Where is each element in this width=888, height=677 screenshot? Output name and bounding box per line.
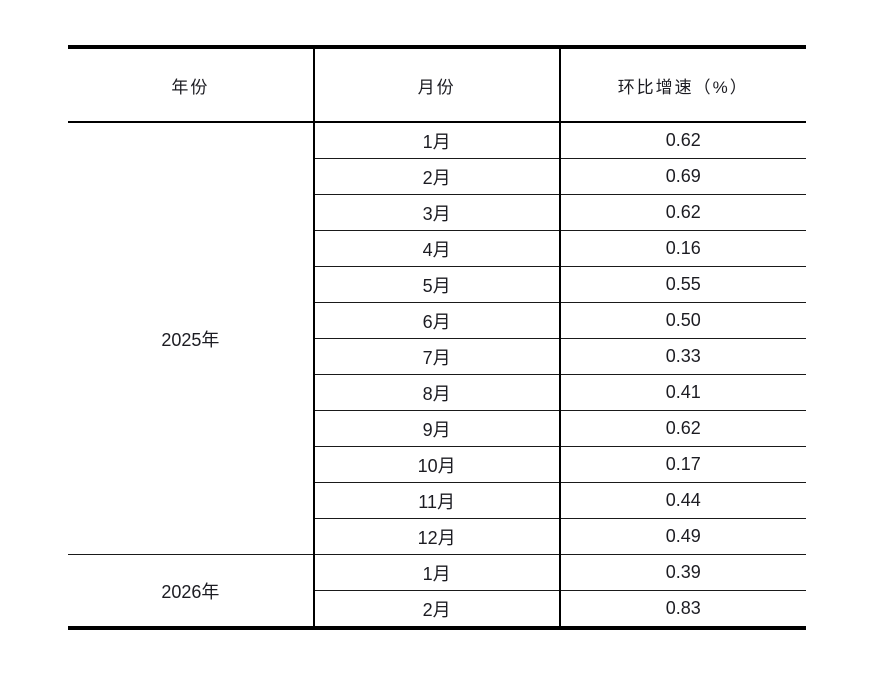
month-cell: 8月: [312, 374, 560, 411]
table-row: 7月 0.33: [68, 338, 806, 375]
value-cell: 0.62: [558, 122, 806, 159]
month-cell: 12月: [312, 518, 560, 555]
header-growth: 环比增速（%）: [558, 47, 806, 123]
table-row: 8月 0.41: [68, 374, 806, 411]
value-cell: 0.41: [558, 374, 806, 411]
table-row: 5月 0.55: [68, 266, 806, 303]
header-row: 年份 月份 环比增速（%）: [68, 47, 806, 123]
month-cell: 4月: [312, 230, 560, 267]
value-cell: 0.44: [558, 482, 806, 519]
header-year: 年份: [68, 47, 314, 123]
month-cell: 1月: [312, 122, 560, 159]
header-month: 月份: [312, 47, 560, 123]
table-row: 4月 0.16: [68, 230, 806, 267]
value-cell: 0.69: [558, 158, 806, 195]
table-row: 2月 0.69: [68, 158, 806, 195]
table-row: 9月 0.62: [68, 410, 806, 447]
month-cell: 6月: [312, 302, 560, 339]
value-cell: 0.17: [558, 446, 806, 483]
value-cell: 0.62: [558, 194, 806, 231]
month-cell: 11月: [312, 482, 560, 519]
table-row: 11月 0.44: [68, 482, 806, 519]
table-row: 2025年 1月 0.62: [68, 122, 806, 555]
month-cell: 2月: [312, 590, 560, 628]
table-row: 3月 0.62: [68, 194, 806, 231]
value-cell: 0.50: [558, 302, 806, 339]
table-row: 2月 0.83: [68, 590, 806, 628]
table-row: 2026年 1月 0.39: [68, 554, 806, 602]
year-cell-2026: 2026年: [161, 581, 220, 602]
growth-rate-table: 年份 月份 环比增速（%） 2025年 1月 0.62 2月 0.69 3月 0…: [68, 45, 806, 630]
value-cell: 0.83: [558, 590, 806, 628]
value-cell: 0.62: [558, 410, 806, 447]
table-row: 6月 0.50: [68, 302, 806, 339]
value-cell: 0.55: [558, 266, 806, 303]
value-cell: 0.16: [558, 230, 806, 267]
month-cell: 7月: [312, 338, 560, 375]
table-body: 2025年 1月 0.62 2月 0.69 3月 0.62 4月 0.16 5月…: [68, 122, 806, 628]
table-row: 10月 0.17: [68, 446, 806, 483]
value-cell: 0.33: [558, 338, 806, 375]
value-cell: 0.49: [558, 518, 806, 555]
year-cell-2025: 2025年: [68, 122, 314, 555]
month-cell: 5月: [312, 266, 560, 303]
value-cell: 0.39: [558, 554, 806, 591]
table-row: 12月 0.49: [68, 518, 806, 555]
month-cell: 3月: [312, 194, 560, 231]
growth-rate-table-container: 年份 月份 环比增速（%） 2025年 1月 0.62 2月 0.69 3月 0…: [68, 45, 806, 630]
table-header: 年份 月份 环比增速（%）: [68, 47, 806, 123]
month-cell: 9月: [312, 410, 560, 447]
month-cell: 2月: [312, 158, 560, 195]
month-cell: 10月: [312, 446, 560, 483]
month-cell: 1月: [312, 554, 560, 591]
